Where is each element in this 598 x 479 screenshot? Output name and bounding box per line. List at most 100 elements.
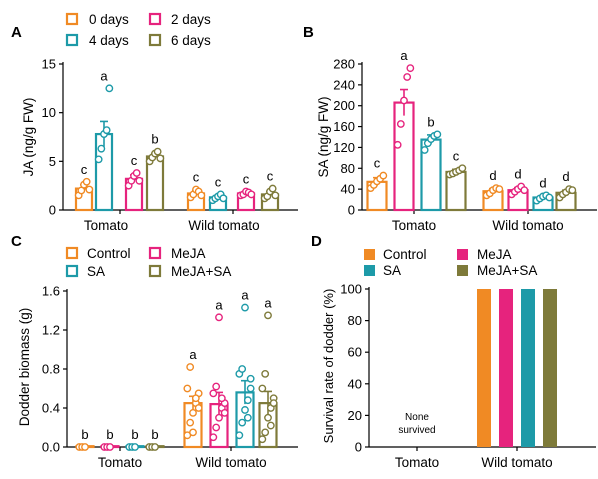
x-tick-label: Tomato bbox=[392, 218, 436, 233]
legend-label-0-days: 0 days bbox=[89, 12, 129, 27]
data-point bbox=[568, 186, 577, 195]
y-tick-label: 0.8 bbox=[42, 362, 60, 377]
data-point bbox=[135, 176, 144, 185]
panel-b: B SA (ng/g FW) 0 40 80 120 160 200 240 280 Tomat… bbox=[303, 24, 597, 233]
significance-letter: c bbox=[453, 148, 460, 163]
legend-swatch-2-days bbox=[148, 12, 162, 26]
x-tick-label: Tomato bbox=[395, 455, 439, 470]
y-tick-label: 200 bbox=[333, 98, 355, 113]
data-point bbox=[246, 374, 255, 383]
y-tick-label: 0.4 bbox=[42, 401, 60, 416]
data-point bbox=[131, 443, 139, 451]
data-point bbox=[458, 164, 467, 173]
panel-d-legend: Control MeJA SA MeJA+SA bbox=[364, 247, 537, 278]
data-point bbox=[520, 186, 529, 195]
panel-b-letter: B bbox=[303, 24, 314, 41]
significance-letter: b bbox=[151, 132, 158, 147]
panel-c-legend: Control MeJA SA MeJA+SA bbox=[65, 246, 231, 279]
x-tick-label: Tomato bbox=[98, 455, 142, 470]
significance-letter: c bbox=[243, 172, 250, 187]
y-tick-label: 1.2 bbox=[42, 323, 60, 338]
legend-swatch-6-days bbox=[148, 33, 162, 47]
data-point bbox=[241, 303, 249, 312]
panel-a-letter: A bbox=[11, 24, 22, 41]
data-point bbox=[191, 394, 200, 403]
data-point bbox=[241, 406, 249, 414]
data-point bbox=[197, 191, 206, 200]
y-tick-label: 0 bbox=[355, 440, 362, 455]
legend-label-meja: MeJA bbox=[171, 246, 206, 261]
bar bbox=[499, 289, 513, 447]
panel-d-letter: D bbox=[311, 233, 322, 250]
data-point bbox=[396, 120, 405, 128]
panel-c: C Control MeJA SA MeJA+SA Dodder biomass… bbox=[11, 233, 298, 470]
data-point bbox=[247, 190, 256, 199]
significance-letter: a bbox=[241, 288, 249, 303]
data-point bbox=[261, 428, 270, 437]
data-point bbox=[209, 389, 218, 398]
bar bbox=[521, 289, 535, 447]
data-point bbox=[545, 193, 554, 202]
legend-label-sa-d: SA bbox=[383, 263, 401, 278]
y-tick-label: 60 bbox=[348, 345, 362, 360]
data-point bbox=[393, 140, 402, 149]
y-tick-label: 5 bbox=[49, 154, 56, 169]
data-point bbox=[406, 64, 415, 73]
data-point bbox=[268, 184, 277, 193]
data-point bbox=[495, 185, 504, 194]
data-point bbox=[215, 413, 223, 422]
data-point bbox=[258, 384, 267, 393]
significance-letter: b bbox=[106, 427, 113, 442]
legend-label-6-days: 6 days bbox=[171, 33, 211, 48]
panel-d-ylabel: Survival rate of dodder (%) bbox=[321, 289, 336, 444]
legend-swatch-4-days bbox=[65, 33, 79, 47]
significance-letter: b bbox=[131, 427, 138, 442]
panel-b-plot: 0 40 80 120 160 200 240 280 Tomato Wild tomato c d a… bbox=[333, 48, 597, 233]
data-point bbox=[186, 418, 195, 427]
panel-d-plot: 0 20 40 60 80 100 Tomato Wild tomato bbox=[340, 282, 596, 470]
data-point bbox=[183, 384, 192, 393]
data-point bbox=[102, 126, 111, 135]
y-tick-label: 280 bbox=[333, 57, 355, 72]
data-point bbox=[264, 413, 272, 422]
bar bbox=[477, 289, 491, 447]
y-tick-label: 0.0 bbox=[42, 440, 60, 455]
data-point bbox=[433, 130, 442, 139]
x-tick-label: Wild tomato bbox=[492, 218, 563, 233]
data-point bbox=[209, 433, 218, 442]
data-point bbox=[189, 408, 197, 417]
x-tick-label: Wild tomato bbox=[481, 455, 552, 470]
data-point bbox=[243, 413, 252, 422]
data-point bbox=[246, 384, 255, 393]
data-point bbox=[261, 369, 270, 378]
y-tick-label: 120 bbox=[333, 140, 355, 155]
legend-swatch-meja-filled bbox=[457, 249, 468, 260]
data-point bbox=[379, 171, 388, 180]
significance-letter: a bbox=[100, 68, 108, 83]
bar bbox=[543, 289, 557, 447]
y-tick-label: 20 bbox=[348, 408, 362, 423]
bar bbox=[393, 101, 415, 212]
significance-letter: c bbox=[81, 162, 88, 177]
data-point bbox=[219, 194, 228, 203]
y-tick-label: 0 bbox=[348, 203, 355, 218]
data-point bbox=[217, 394, 226, 403]
data-point bbox=[156, 154, 165, 163]
legend-swatch-sa bbox=[65, 264, 79, 278]
significance-letter: c bbox=[374, 156, 381, 171]
panel-a: A 0 days 2 days 4 days 6 days JA (ng/g F… bbox=[11, 12, 298, 233]
data-point bbox=[271, 191, 280, 200]
y-tick-label: 15 bbox=[42, 57, 56, 72]
data-point bbox=[132, 169, 141, 177]
data-point bbox=[105, 84, 114, 93]
legend-label-4-days: 4 days bbox=[89, 33, 129, 48]
panel-d-annotation-line2: survived bbox=[398, 425, 435, 436]
data-point bbox=[243, 396, 252, 405]
data-point bbox=[235, 431, 244, 440]
data-point bbox=[212, 382, 221, 391]
legend-swatch-meja-sa bbox=[148, 264, 162, 278]
data-point bbox=[238, 365, 247, 373]
data-point bbox=[420, 146, 429, 154]
significance-letter: d bbox=[514, 167, 521, 182]
